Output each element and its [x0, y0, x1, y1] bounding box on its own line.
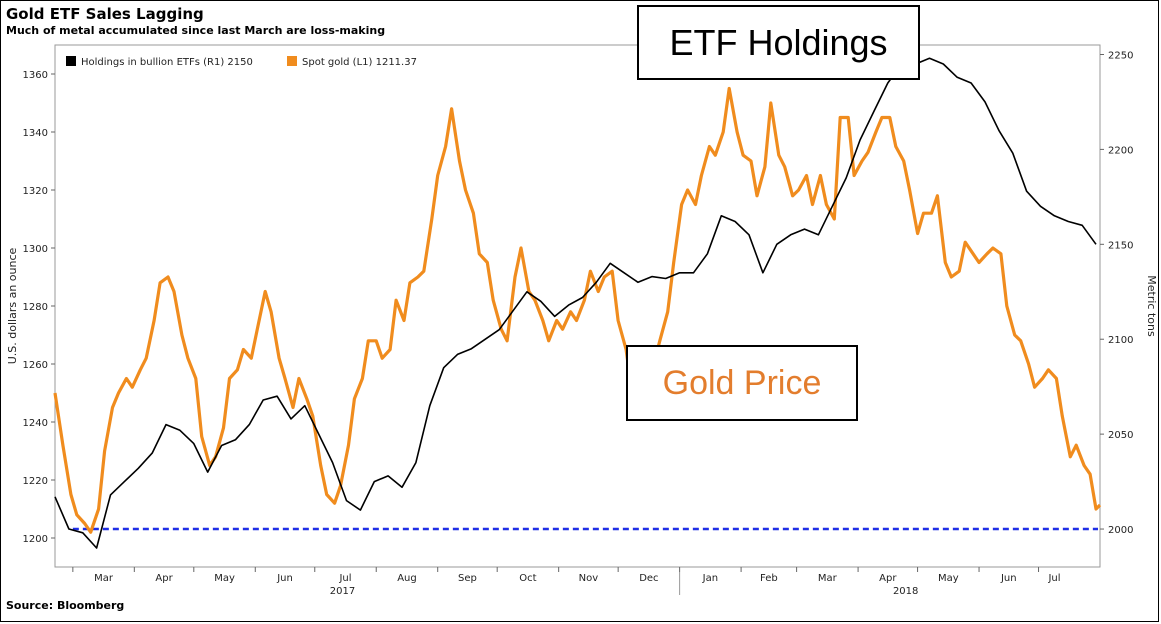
year-label: 2017 [330, 586, 355, 597]
x-tick-label: Mar [818, 573, 838, 584]
x-tick-label: Apr [879, 573, 897, 584]
x-tick-label: Feb [760, 573, 778, 584]
left-tick-label: 1340 [23, 128, 48, 139]
plot-area [54, 44, 1101, 568]
left-tick-label: 1200 [23, 534, 48, 545]
source-note: Source: Bloomberg [6, 599, 125, 612]
right-tick-label: 2050 [1108, 430, 1133, 441]
right-axis: 2000 2050 2100 2150 2200 2250 Metric tons [1100, 50, 1158, 536]
left-tick-label: 1360 [23, 70, 48, 81]
x-tick-label: Dec [639, 573, 658, 584]
left-tick-label: 1260 [23, 360, 48, 371]
x-axis: Mar Apr May Jun Jul Aug Sep Oct Nov Dec Jan Feb Mar A… [72, 567, 1061, 597]
left-axis-label: U.S. dollars an ounce [6, 248, 19, 365]
left-tick-label: 1280 [23, 302, 48, 313]
legend-label-spot-gold: Spot gold (L1) 1211.37 [302, 57, 417, 68]
right-tick-label: 2250 [1108, 50, 1133, 61]
left-tick-label: 1320 [23, 186, 48, 197]
x-tick-label: Nov [579, 573, 599, 584]
spot-gold-line [53, 86, 1102, 534]
x-tick-label: May [938, 573, 959, 584]
x-tick-label: Jan [702, 573, 718, 584]
legend-background [57, 47, 447, 71]
x-tick-label: Jul [1047, 573, 1060, 584]
right-tick-label: 2100 [1108, 335, 1133, 346]
left-tick-label: 1220 [23, 476, 48, 487]
x-tick-label: Oct [519, 573, 536, 584]
x-tick-label: May [214, 573, 235, 584]
left-tick-label: 1300 [23, 244, 48, 255]
x-tick-label: Apr [155, 573, 173, 584]
x-tick-label: Jul [338, 573, 351, 584]
legend-swatch-holdings [66, 56, 76, 66]
right-tick-label: 2200 [1108, 145, 1133, 156]
left-axis: 1200 1220 1240 1260 1280 1300 1320 1340 1360 U.S.… [6, 70, 55, 545]
gold-price-annotation: Gold Price [626, 345, 858, 421]
chart-subtitle: Much of metal accumulated since last Mar… [6, 24, 386, 37]
x-tick-label: Sep [458, 573, 477, 584]
chart-title: Gold ETF Sales Lagging [6, 5, 204, 23]
right-axis-label: Metric tons [1145, 275, 1158, 337]
x-tick-label: Aug [397, 573, 417, 584]
right-tick-label: 2000 [1108, 525, 1133, 536]
legend-label-holdings: Holdings in bullion ETFs (R1) 2150 [81, 57, 253, 68]
x-tick-label: Mar [94, 573, 114, 584]
x-tick-label: Jun [276, 573, 293, 584]
plot-border [54, 44, 1101, 568]
etf-holdings-annotation: ETF Holdings [637, 5, 920, 80]
legend: Holdings in bullion ETFs (R1) 2150 Spot g… [57, 47, 447, 71]
holdings-line [54, 57, 1097, 549]
legend-swatch-spot-gold [287, 56, 297, 66]
x-tick-label: Jun [1000, 573, 1017, 584]
year-label: 2018 [893, 586, 918, 597]
left-tick-label: 1240 [23, 418, 48, 429]
right-tick-label: 2150 [1108, 240, 1133, 251]
